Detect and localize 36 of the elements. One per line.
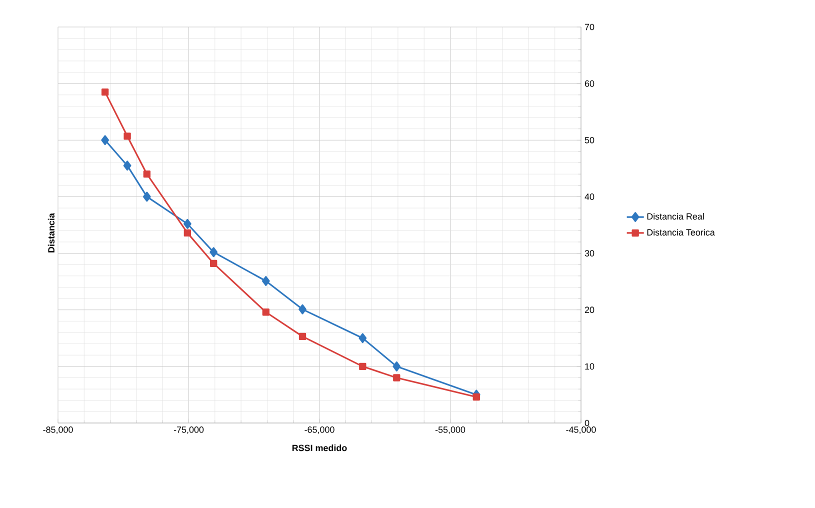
- x-axis-title: RSSI medido: [292, 444, 347, 452]
- point: [123, 160, 132, 171]
- legend-label: Distancia Teorica: [647, 228, 715, 236]
- point: [101, 135, 110, 146]
- point: [298, 304, 306, 314]
- point: [298, 332, 306, 340]
- point: [392, 361, 401, 372]
- x-tick-label: -75,000: [174, 426, 204, 434]
- y-tick-label: 50: [584, 136, 594, 144]
- point: [143, 170, 150, 178]
- point: [472, 393, 480, 401]
- point: [210, 247, 218, 258]
- y-tick-label: 30: [584, 250, 594, 256]
- point: [142, 192, 151, 202]
- point: [124, 132, 131, 140]
- point: [210, 260, 218, 268]
- x-tick-label: -85,000: [43, 426, 73, 434]
- x-tick-label: -55,000: [435, 426, 466, 434]
- y-tick-label: 10: [585, 363, 594, 370]
- y-tick-label: 40: [584, 194, 594, 200]
- point: [359, 362, 366, 370]
- y-axis-title: Distancia: [48, 213, 54, 252]
- point: [358, 333, 367, 344]
- legend-label: Distancia Real: [647, 213, 704, 220]
- y-tick-label: 0: [584, 420, 590, 426]
- point: [101, 88, 109, 96]
- point: [262, 308, 270, 316]
- point: [393, 374, 400, 382]
- x-tick-label: -65,000: [304, 426, 334, 434]
- point: [184, 218, 192, 229]
- y-tick-label: 20: [584, 306, 594, 314]
- y-tick-label: 70: [584, 24, 594, 30]
- point: [184, 229, 192, 237]
- x-tick-label: -45,000: [566, 426, 596, 434]
- point: [262, 276, 270, 286]
- y-tick-label: 60: [584, 80, 594, 87]
